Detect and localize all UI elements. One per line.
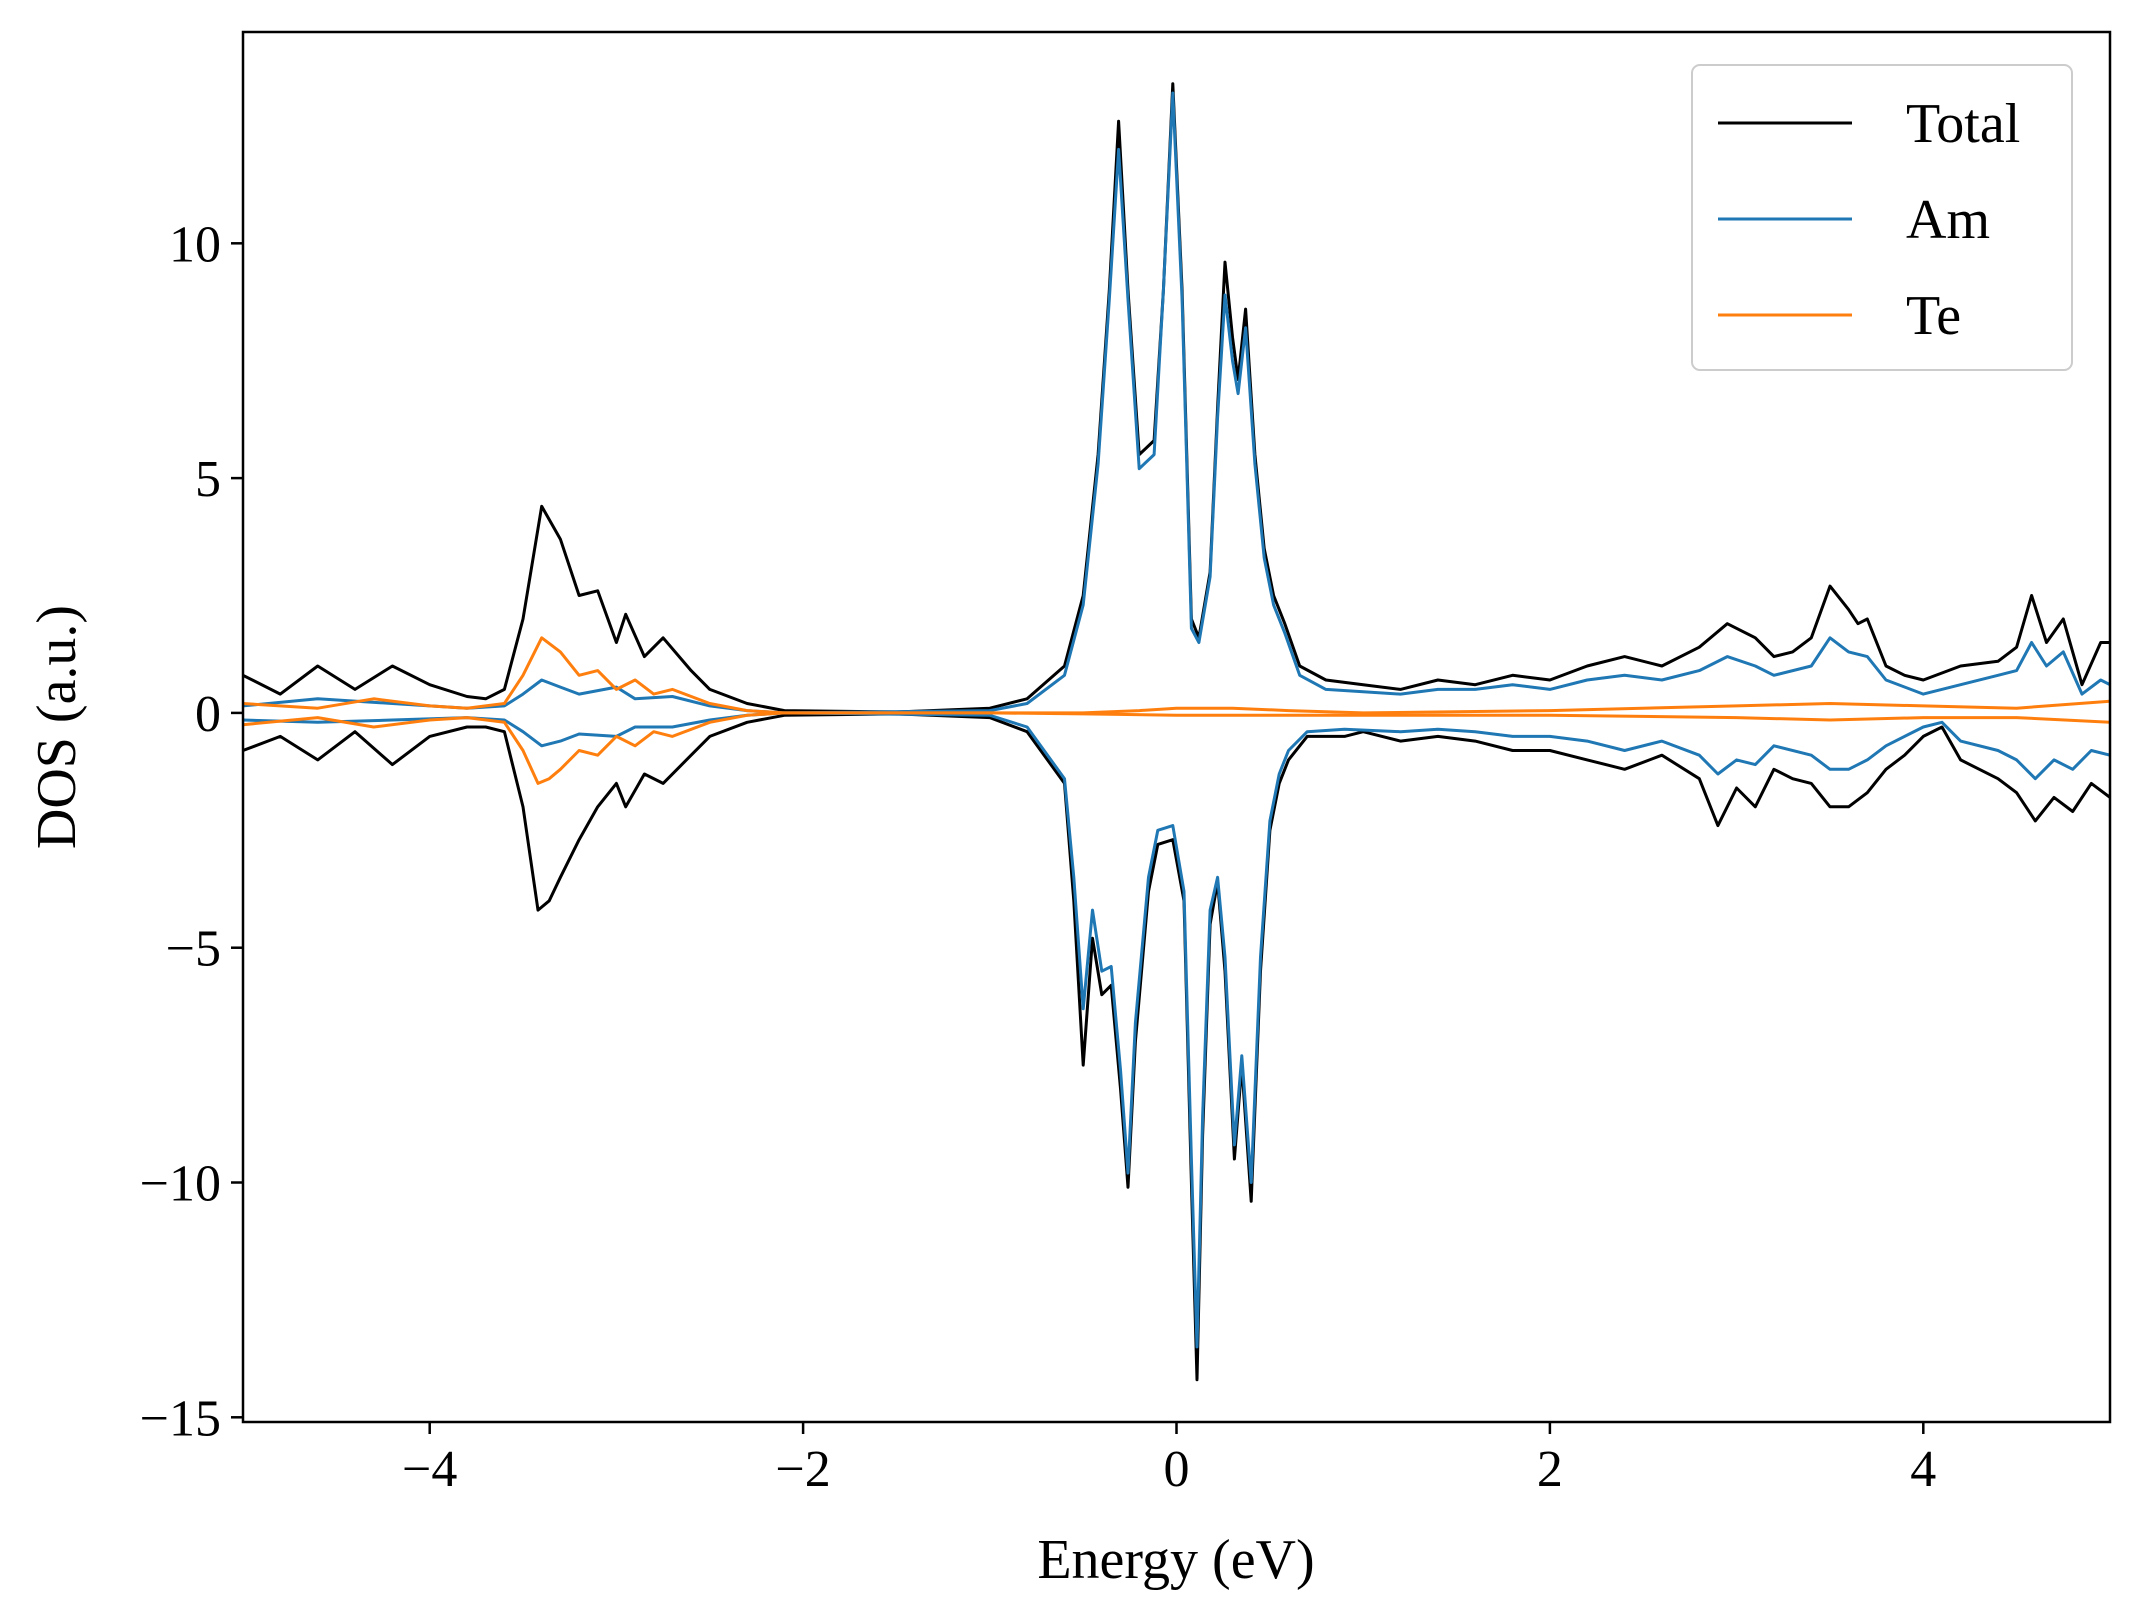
x-axis-ticks: −4 −2 0 2 4 [402, 1422, 1936, 1498]
x-tick-label: 4 [1910, 1441, 1936, 1498]
series-line-am-up [243, 91, 2110, 715]
x-tick-label: −2 [775, 1441, 830, 1498]
y-tick-label: 10 [169, 216, 221, 273]
legend-box [1691, 64, 2073, 371]
y-tick-label: −10 [140, 1156, 221, 1213]
x-axis-label: Energy (eV) [1037, 1529, 1314, 1591]
legend: Total Am Te [1691, 64, 2073, 371]
legend-label-am: Am [1906, 189, 1990, 251]
x-tick-label: 0 [1164, 1441, 1190, 1498]
x-tick-label: −4 [402, 1441, 457, 1498]
series-lines [243, 82, 2110, 1382]
x-tick-label: 2 [1537, 1441, 1563, 1498]
series-line-total-up [243, 82, 2110, 714]
y-tick-label: 0 [195, 686, 221, 743]
y-axis-label: DOS (a.u.) [26, 605, 88, 849]
y-tick-label: −15 [140, 1390, 221, 1447]
legend-label-total: Total [1906, 93, 2020, 155]
y-axis-ticks: −15 −10 −5 0 5 10 [140, 216, 243, 1447]
series-line-total-down [243, 712, 2110, 1382]
legend-label-te: Te [1906, 285, 1961, 347]
series-line-am-down [243, 711, 2110, 1349]
series-line-te-up [243, 636, 2110, 715]
y-tick-label: 5 [195, 451, 221, 508]
y-tick-label: −5 [166, 921, 221, 978]
series-line-te-down [243, 711, 2110, 785]
